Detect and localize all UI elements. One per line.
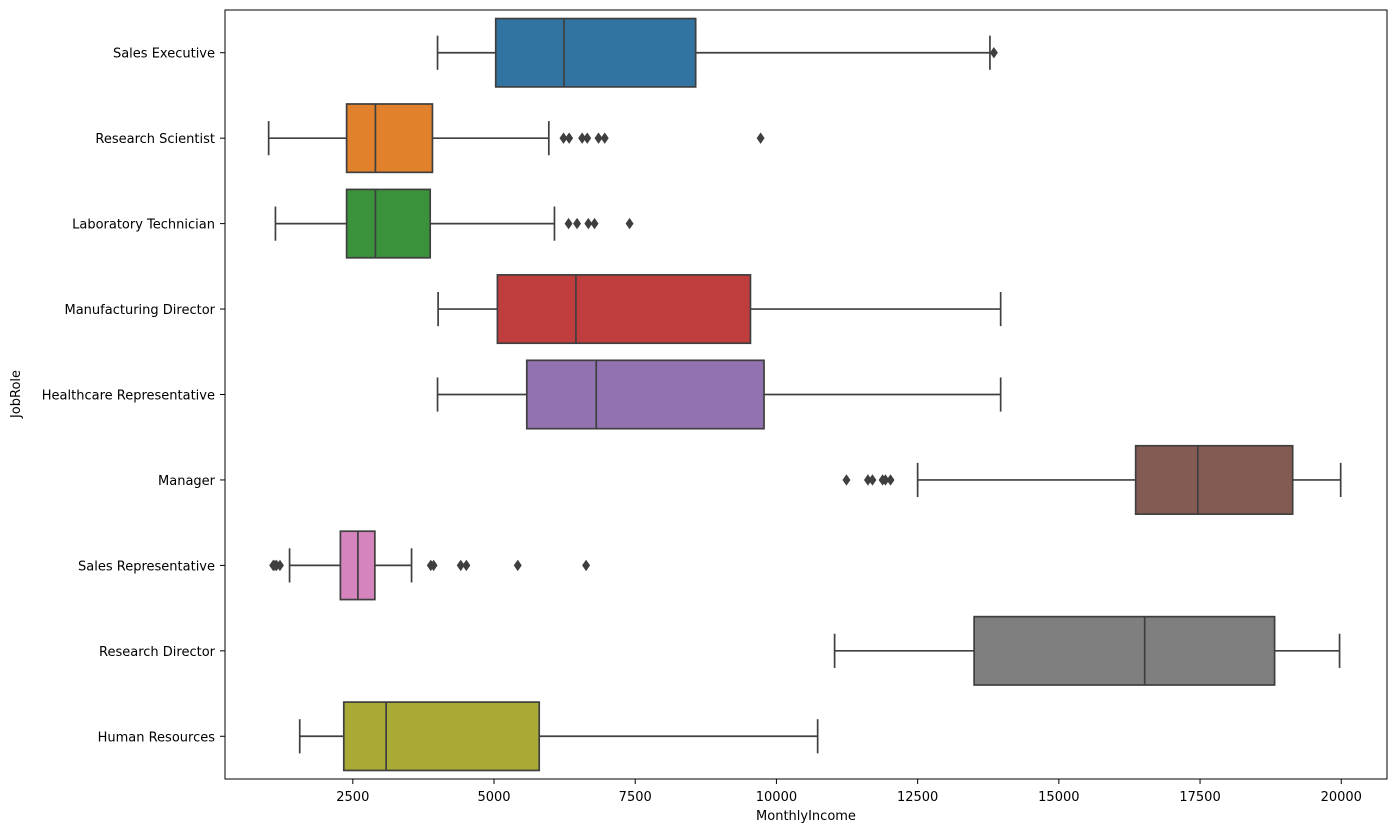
outlier-point [429,559,438,572]
box-group [833,615,1341,686]
box-iqr [494,17,697,88]
y-tick-label: Sales Executive [113,47,215,62]
outlier-point [565,132,574,144]
box-group [267,103,765,174]
y-tick-label: Healthcare Representative [42,389,215,404]
outlier-point [584,217,593,230]
box-iqr [342,701,541,772]
y-tick-label: Research Director [99,645,216,660]
x-axis-label: MonthlyIncome [756,809,856,824]
plot-marks [267,17,1342,772]
x-tick-label: 10000 [756,790,797,805]
box-group [269,530,591,601]
outlier-point [625,217,634,230]
outlier-point [590,217,599,230]
outlier-point [583,132,592,144]
box-group [436,17,998,88]
box-iqr [1134,444,1294,515]
box-group [437,274,1002,345]
outlier-point [756,132,765,144]
y-tick-label: Sales Representative [78,559,215,574]
box-iqr [345,103,434,174]
box-group [436,359,1002,430]
outlier-point [573,217,582,230]
outlier-point [564,217,573,230]
box-group [298,701,819,772]
y-tick-label: Manager [158,474,216,489]
x-tick-label: 5000 [477,790,510,805]
y-tick-label: Research Scientist [95,132,215,147]
box-group [274,188,634,259]
y-axis-label: JobRole [9,370,24,419]
outlier-point [275,559,284,572]
outlier-point [842,474,851,486]
x-tick-label: 12500 [897,790,938,805]
outlier-point [868,474,877,486]
y-tick-label: Laboratory Technician [72,218,215,233]
x-tick-label: 2500 [336,790,369,805]
outlier-point [582,559,591,572]
box-iqr [973,615,1276,686]
outlier-point [594,132,603,144]
y-tick-label: Human Resources [98,730,216,745]
x-axis: 2500 5000 7500 10000 12500 15000 17500 20000 [336,779,1362,805]
x-tick-label: 15000 [1038,790,1079,805]
outlier-point [456,559,465,572]
outlier-point [989,47,998,59]
box-iqr [345,188,432,259]
box-iqr [496,274,752,345]
outlier-point [462,559,471,572]
x-tick-label: 17500 [1179,790,1220,805]
outlier-point [513,559,522,572]
x-tick-label: 7500 [619,790,652,805]
x-tick-label: 20000 [1321,790,1362,805]
y-axis: Sales Executive Research Scientist Laborat… [42,47,225,745]
outlier-point [886,474,895,486]
box-group [842,444,1342,515]
box-iqr [525,359,765,430]
outlier-point [559,132,568,144]
outlier-point [600,132,609,144]
y-tick-label: Manufacturing Director [65,303,216,318]
